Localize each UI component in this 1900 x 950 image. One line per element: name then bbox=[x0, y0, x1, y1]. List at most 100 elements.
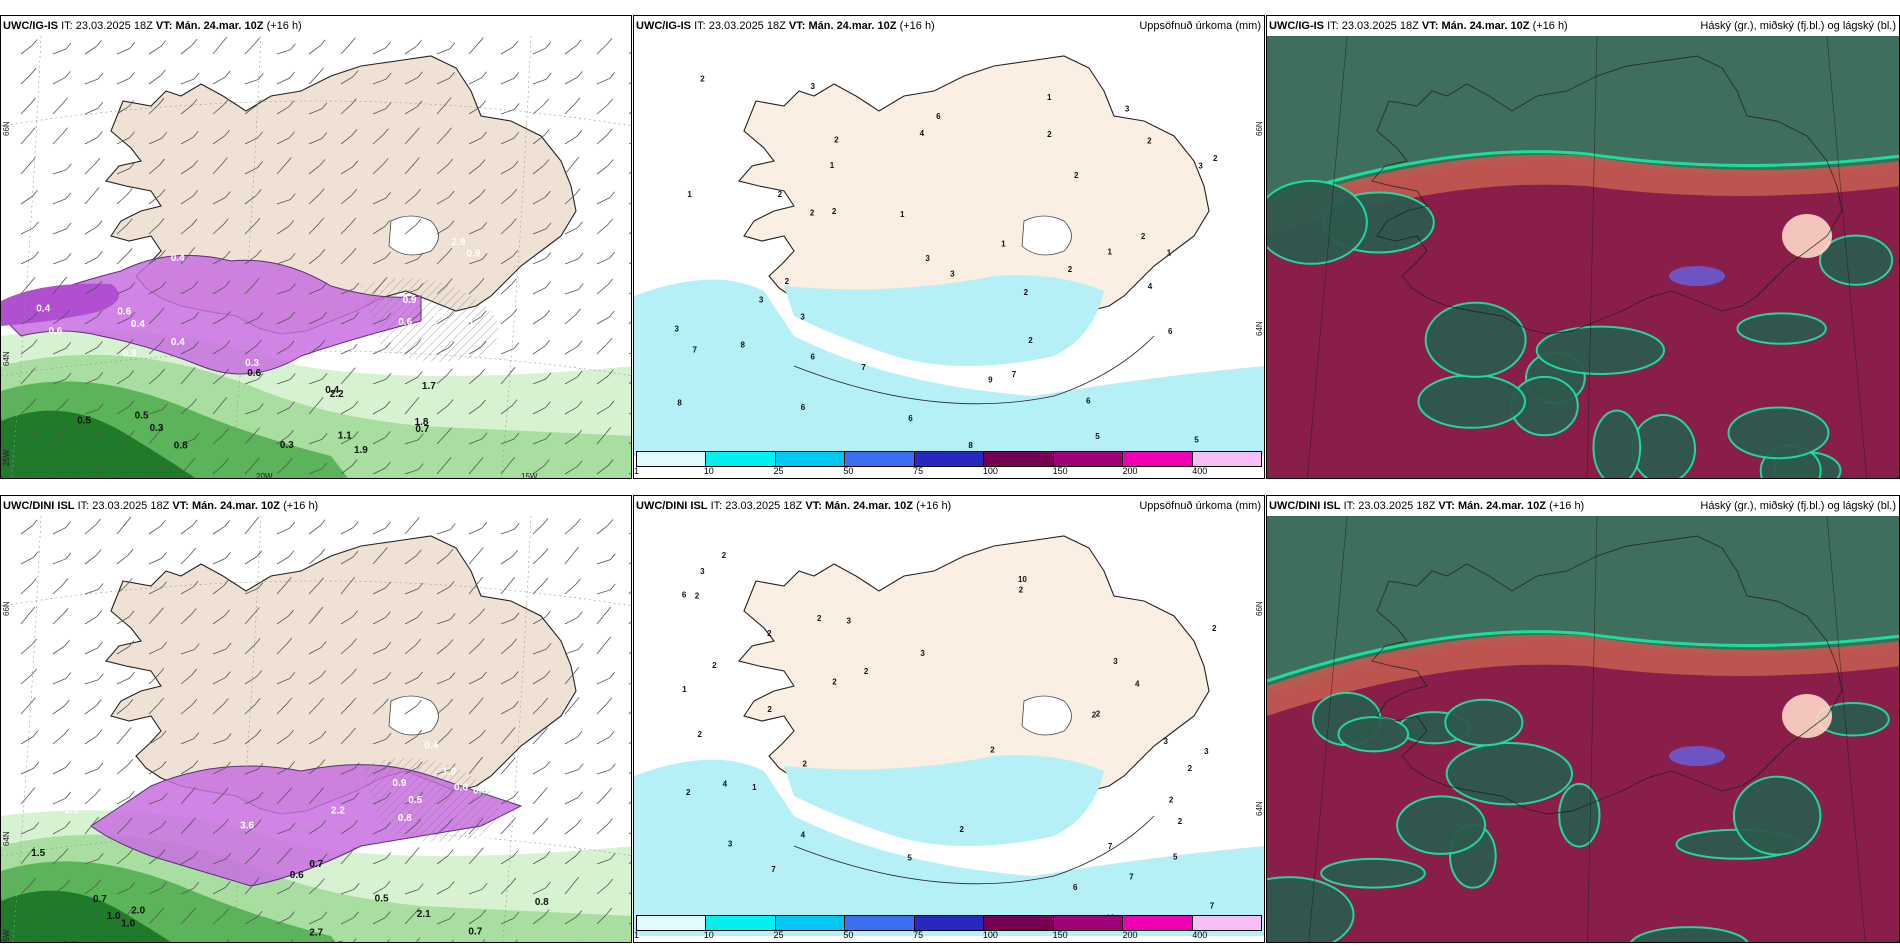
precip-value: 0.5 bbox=[77, 415, 91, 426]
lon-label: 15W bbox=[521, 472, 538, 479]
colorbar-tick: 400 bbox=[1192, 930, 1208, 940]
precip-value: 2 bbox=[1213, 154, 1218, 163]
precip-value: 0.4 bbox=[171, 253, 185, 264]
precip-value: 0.6 bbox=[247, 368, 261, 379]
precip-value: 1 bbox=[1167, 249, 1172, 258]
precip-value: 2 bbox=[778, 190, 783, 199]
precip-value: 2 bbox=[1212, 624, 1217, 633]
precip-value: 2 bbox=[1147, 136, 1152, 145]
colorbar-cell bbox=[1053, 916, 1124, 930]
precip-value: 2.2 bbox=[330, 389, 344, 400]
panel-title: UWC/IG-IS IT: 23.03.2025 18Z VT: Mán. 24… bbox=[1269, 20, 1896, 32]
precip-value: 2 bbox=[1068, 265, 1073, 274]
lat-label: 66N bbox=[1255, 601, 1264, 616]
precip-value: 3 bbox=[700, 567, 705, 576]
precip-value: 0.9 bbox=[467, 248, 481, 259]
precip-value: 2 bbox=[1028, 336, 1033, 345]
colorbar-cell bbox=[984, 452, 1054, 466]
precip-value: 2 bbox=[1188, 764, 1193, 773]
precip-value: 0.5 bbox=[473, 786, 487, 797]
precip-value: 0.5 bbox=[511, 353, 525, 364]
precip-value: 1 bbox=[682, 685, 687, 694]
precip-value: 2 bbox=[712, 661, 717, 670]
precip-value: 2 bbox=[1096, 709, 1101, 718]
precip-value: 7 bbox=[861, 363, 866, 372]
precip-value: 2 bbox=[959, 825, 964, 834]
lon-label: 25W bbox=[2, 449, 11, 466]
precip-value: 8 bbox=[677, 398, 682, 407]
precip-value: 1.9 bbox=[354, 445, 368, 456]
precip-value: 2 bbox=[803, 759, 808, 768]
precip-value: 1 bbox=[687, 190, 692, 199]
precip-value: 0.5 bbox=[135, 410, 149, 421]
precip-value: 7 bbox=[692, 345, 697, 354]
precip-value: 2 bbox=[697, 730, 702, 739]
precip-value: 2 bbox=[1047, 130, 1052, 139]
precip-value: 0.6 bbox=[398, 317, 412, 328]
bottom-precip-panel: UWC/DINI ISL IT: 23.03.2025 18Z VT: Mán.… bbox=[633, 495, 1265, 943]
precip-value: 2 bbox=[1141, 232, 1146, 241]
precip-value: 1.8 bbox=[414, 417, 428, 428]
precip-value: 7 bbox=[1108, 842, 1113, 851]
precip-value: 0.8 bbox=[535, 897, 549, 908]
precip-value: 0.4 bbox=[325, 385, 339, 396]
precip-value: 2 bbox=[1074, 171, 1079, 180]
colorbar-cell bbox=[775, 916, 846, 930]
precip-colorbar: 1 10 25 50 75 100 150 200 400 bbox=[634, 447, 1264, 478]
map-canvas: 1.90.40.50.6 0.81.10.50.40.60.30.50.40.30… bbox=[1, 36, 631, 479]
precip-value: 3 bbox=[1204, 747, 1209, 756]
precip-value: 0.3 bbox=[245, 358, 259, 369]
lat-label: 66N bbox=[2, 601, 11, 616]
map-layer bbox=[1267, 36, 1899, 478]
lat-label: 64N bbox=[1255, 801, 1264, 816]
precip-values: 0.5 1.1 1.0 0.9 2.2 1.0 0.6 0.8 0.9 3.6 0.7 2.7 2.1 0… bbox=[31, 741, 549, 943]
colorbar-cell bbox=[914, 452, 985, 466]
colorbar-tick: 1 bbox=[634, 930, 640, 940]
precip-value: 6 bbox=[801, 403, 806, 412]
colorbar-cell bbox=[637, 452, 707, 466]
graticule bbox=[1, 36, 631, 478]
precip-value: 1 bbox=[752, 783, 757, 792]
precip-value: 1.1 bbox=[338, 430, 352, 441]
top-cloud-panel: UWC/IG-IS IT: 23.03.2025 18Z VT: Mán. 24… bbox=[1266, 15, 1900, 479]
precip-value: 0.6 bbox=[48, 326, 62, 337]
precip-value: 3 bbox=[1113, 657, 1118, 666]
colorbar-tick: 100 bbox=[982, 930, 998, 940]
precip-value: 2 bbox=[1024, 288, 1029, 297]
precip-value: 10 bbox=[1018, 575, 1027, 584]
precip-value: 0.6 bbox=[454, 782, 468, 793]
precip-value: 2.0 bbox=[131, 905, 145, 916]
precip-value: 2 bbox=[767, 629, 772, 638]
map-layer: 1.90.40.50.6 0.81.10.50.40.60.30.50.40.30… bbox=[1, 36, 631, 479]
precip-value: 2 bbox=[1019, 585, 1024, 594]
precip-value: 0.5 bbox=[375, 893, 389, 904]
precip-value: 2 bbox=[1092, 710, 1097, 719]
precip-value: 4 bbox=[1148, 282, 1153, 291]
precip-value: 1 bbox=[830, 161, 835, 170]
colorbar-tick: 100 bbox=[982, 466, 998, 476]
precip-value: 2 bbox=[864, 667, 869, 676]
bottom-cloud-panel: UWC/DINI ISL IT: 23.03.2025 18Z VT: Mán.… bbox=[1266, 495, 1900, 943]
precip-value: 2.7 bbox=[309, 927, 323, 938]
precip-value: 3.6 bbox=[240, 821, 254, 832]
precip-value: 1.0 bbox=[107, 911, 121, 922]
precip-value: 4 bbox=[723, 779, 728, 788]
precip-value: 1.0 bbox=[121, 918, 135, 929]
precip-value: 0.4 bbox=[424, 741, 438, 752]
colorbar-tick: 50 bbox=[843, 930, 854, 940]
precip-value: 1.0 bbox=[442, 767, 456, 778]
panel-title: UWC/DINI ISL IT: 23.03.2025 18Z VT: Mán.… bbox=[636, 500, 1261, 512]
precip-value: 3 bbox=[1198, 162, 1203, 171]
map-layer: 0.5 1.1 1.0 0.9 2.2 1.0 0.6 0.8 0.9 3.6 0.7 2.7 2.1 0… bbox=[1, 516, 631, 943]
precip-value: 2 bbox=[1178, 817, 1183, 826]
precip-value: 0.9 bbox=[478, 830, 492, 841]
precip-value: 4 bbox=[801, 830, 806, 839]
top-wind-panel: UWC/IG-IS IT: 23.03.2025 18Z VT: Mán. 24… bbox=[0, 15, 632, 479]
lat-label: 66N bbox=[1255, 121, 1264, 136]
precip-value: 3 bbox=[800, 312, 805, 321]
precip-value: 6 bbox=[936, 112, 941, 121]
map-canvas bbox=[1267, 36, 1899, 478]
precip-value: 2.2 bbox=[62, 940, 76, 943]
precip-value: 1.7 bbox=[422, 381, 436, 392]
precip-colorbar: 1 10 25 50 75 100 150 200 400 bbox=[634, 911, 1264, 942]
